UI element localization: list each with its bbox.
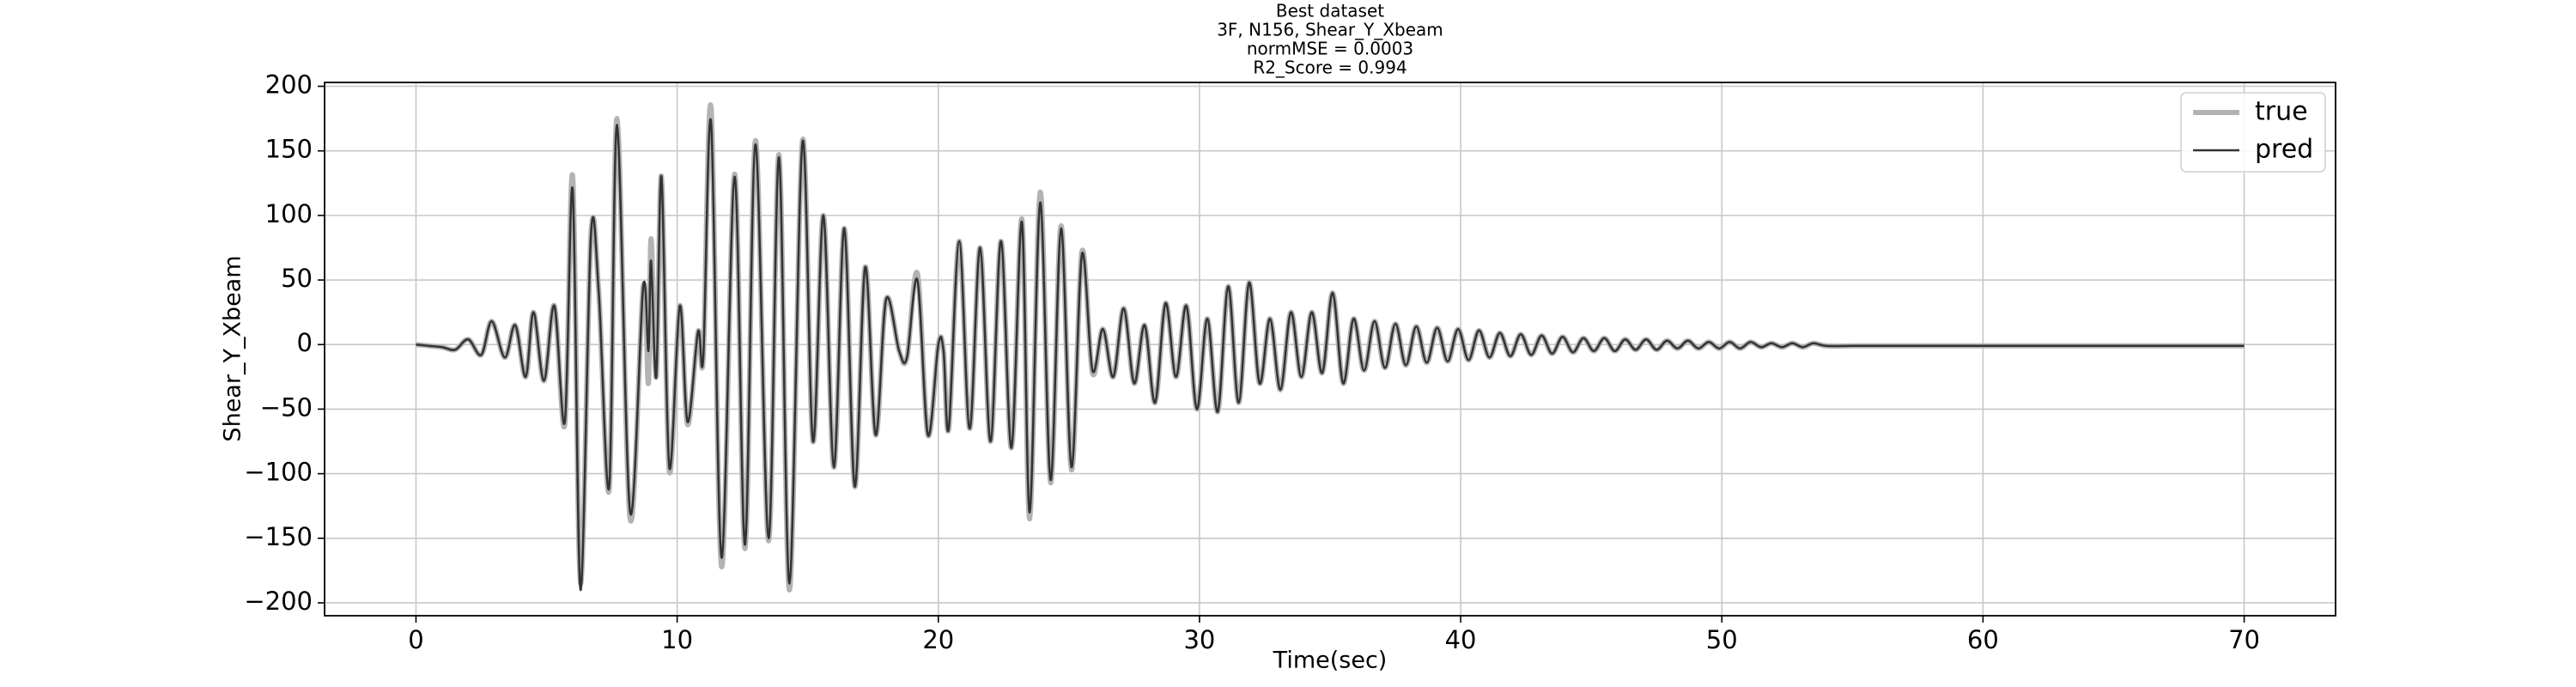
- series-line: [416, 102, 2245, 593]
- x-tick-label: 40: [1445, 625, 1477, 654]
- y-tick-label: −100: [244, 458, 313, 487]
- x-axis-label: Time(sec): [1273, 647, 1388, 674]
- y-tick-label: 150: [265, 135, 313, 164]
- y-tick-label: −200: [244, 587, 313, 616]
- series-line: [416, 118, 2245, 592]
- y-tick-label: 100: [265, 199, 313, 228]
- y-axis-label: Shear_Y_Xbeam: [220, 255, 246, 441]
- x-tick-label: 70: [2228, 625, 2260, 654]
- legend-label: pred: [2255, 135, 2313, 165]
- chart-title-line: 3F, N156, Shear_Y_Xbeam: [1217, 20, 1443, 40]
- legend-label: true: [2255, 97, 2308, 127]
- y-tick-label: 200: [265, 70, 313, 100]
- chart-title-line: R2_Score = 0.994: [1253, 58, 1406, 78]
- plot-frame: [324, 82, 2336, 617]
- x-tick-label: 50: [1706, 625, 1738, 654]
- x-tick-label: 60: [1967, 625, 1999, 654]
- y-tick-label: −50: [260, 392, 313, 422]
- y-tick-label: 50: [281, 264, 313, 293]
- y-tick-label: 0: [297, 328, 313, 357]
- x-tick-label: 20: [922, 625, 954, 654]
- x-tick-label: 10: [661, 625, 693, 654]
- x-tick-label: 0: [408, 625, 423, 654]
- x-tick-label: 30: [1183, 625, 1215, 654]
- y-tick-label: −150: [244, 522, 313, 551]
- chart-title-line: Best dataset: [1276, 1, 1384, 21]
- chart-title-line: normMSE = 0.0003: [1247, 39, 1413, 59]
